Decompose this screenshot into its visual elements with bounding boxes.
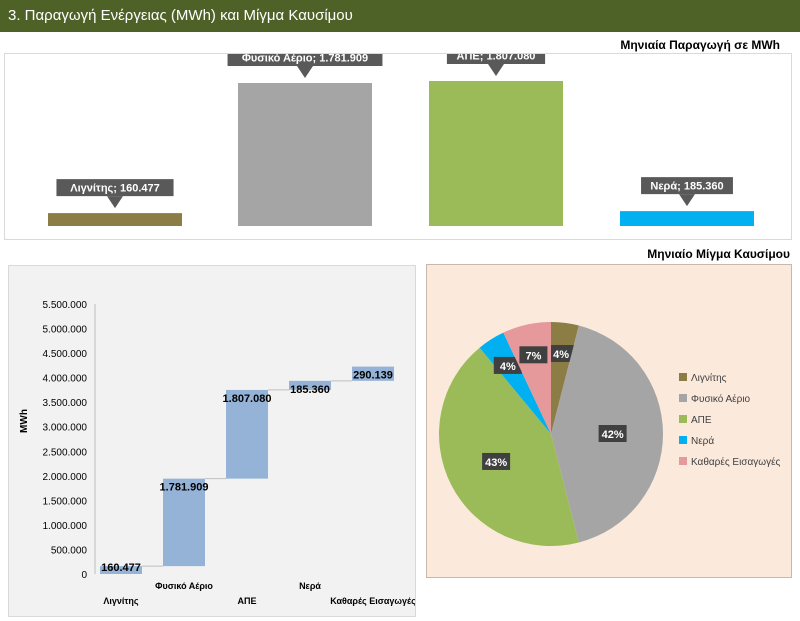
legend-item-5: Καθαρές Εισαγωγές	[679, 456, 781, 468]
x-tick-label: ΑΠΕ	[237, 596, 256, 606]
legend-label: ΑΠΕ	[691, 415, 712, 426]
data-label-box	[56, 179, 174, 197]
pie-label-text: 43%	[485, 457, 507, 469]
legend-swatch	[679, 457, 687, 465]
legend-swatch	[679, 436, 687, 444]
pie-label-box	[493, 356, 522, 374]
legend-label: Φυσικό Αέριο	[691, 393, 751, 405]
production-bar-chart: Λιγνίτης; 160.477 Φυσικό Αέριο; 1.781.909…	[48, 47, 754, 227]
y-tick-label: 0	[81, 570, 87, 581]
legend-label: Καθαρές Εισαγωγές	[691, 456, 781, 468]
page-title: 3. Παραγωγή Ενέργειας (MWh) και Μίγμα Κα…	[8, 7, 353, 24]
y-tick-label: 5.000.000	[43, 325, 88, 336]
bar-2	[238, 83, 372, 227]
data-label-box	[227, 49, 383, 67]
waterfall-bar-5	[352, 366, 394, 381]
waterfall-bar-4	[289, 380, 331, 390]
data-label-pointer	[488, 64, 504, 76]
y-tick-label: 2.000.000	[43, 472, 88, 483]
y-axis-title: MWh	[19, 409, 30, 433]
y-tick-label: 3.000.000	[43, 423, 88, 434]
production-chart-panel: Λιγνίτης; 160.477 Φυσικό Αέριο; 1.781.909…	[4, 47, 792, 240]
pie-slice-3	[438, 347, 579, 546]
x-tick-label: Καθαρές Εισαγωγές	[330, 596, 415, 606]
legend-item-4: Νερά	[679, 435, 714, 447]
data-label-2: 1.781.909	[160, 482, 209, 494]
data-label-text: ΑΠΕ; 1.807.080	[457, 54, 536, 63]
bar-3	[429, 81, 563, 226]
y-tick-label: 500.000	[51, 545, 88, 556]
data-label-1: Λιγνίτης; 160.477	[56, 179, 174, 209]
x-tick-label: Φυσικό Αέριο	[155, 581, 213, 591]
fuel-mix-pie-chart: 4% 42% 43% 4% 7% Λιγνίτης Φυσικό Αέριο ΑΠΕ Νερά Κ…	[438, 322, 781, 546]
bar-1	[48, 213, 182, 226]
data-label-5: 290.139	[353, 370, 393, 382]
data-label-4: Νερά; 185.360	[641, 177, 733, 207]
pie-label-text: 7%	[525, 350, 541, 362]
legend-swatch	[679, 415, 687, 423]
data-label-text: Νερά; 185.360	[650, 181, 723, 193]
pie-label-box	[547, 344, 576, 362]
x-tick-label: Νερά	[299, 581, 321, 591]
pie-label-2: 42%	[598, 425, 627, 442]
fuel-mix-title: Μηνιαίο Μίγμα Καυσίμου	[647, 247, 790, 261]
x-tick-label: Λιγνίτης	[103, 596, 139, 606]
pie-label-3: 43%	[482, 452, 511, 470]
data-label-pointer	[679, 194, 695, 207]
waterfall-bar-1	[100, 566, 142, 574]
waterfall-bar-2	[163, 478, 205, 567]
legend-swatch	[679, 394, 687, 402]
pie-label-text: 42%	[602, 429, 624, 441]
pie-label-box	[598, 425, 627, 442]
data-label-1: 160.477	[101, 562, 141, 574]
pie-label-box	[519, 346, 548, 364]
pie-label-text: 4%	[553, 349, 569, 361]
waterfall-bar-3	[226, 389, 268, 479]
data-label-pointer	[297, 66, 313, 79]
legend-label: Νερά	[691, 435, 714, 447]
data-label-2: Φυσικό Αέριο; 1.781.909	[227, 49, 383, 79]
pie-label-text: 4%	[500, 361, 516, 373]
page-header: 3. Παραγωγή Ενέργειας (MWh) και Μίγμα Κα…	[0, 0, 800, 32]
data-label-3: ΑΠΕ; 1.807.080	[446, 47, 546, 76]
legend-swatch	[679, 373, 687, 381]
legend-item-2: Φυσικό Αέριο	[679, 393, 751, 405]
y-tick-label: 4.500.000	[43, 349, 88, 360]
data-label-text: Φυσικό Αέριο; 1.781.909	[242, 54, 368, 65]
waterfall-chart-panel: 0 500.000 1.000.000 1.500.000 2.000.000 2.500…	[8, 265, 416, 617]
data-label-4: 185.360	[290, 384, 330, 396]
legend-label: Λιγνίτης	[691, 372, 727, 384]
monthly-production-title: Μηνιαία Παραγωγή σε MWh	[620, 38, 780, 52]
y-tick-label: 5.500.000	[43, 300, 88, 311]
waterfall-chart: 0 500.000 1.000.000 1.500.000 2.000.000 2.500…	[19, 300, 416, 606]
pie-label-4: 4%	[493, 356, 522, 374]
bar-4	[620, 211, 754, 226]
legend-item-3: ΑΠΕ	[679, 415, 712, 426]
data-label-box	[641, 177, 733, 195]
pie-label-1: 4%	[547, 344, 576, 362]
legend-item-1: Λιγνίτης	[679, 372, 727, 384]
pie-chart-panel: 4% 42% 43% 4% 7% Λιγνίτης Φυσικό Αέριο ΑΠΕ Νερά Κ…	[426, 264, 792, 578]
y-tick-label: 2.500.000	[43, 447, 88, 458]
pie-label-box	[482, 452, 511, 470]
y-tick-label: 1.000.000	[43, 521, 88, 532]
data-label-3: 1.807.080	[223, 393, 272, 405]
y-tick-label: 3.500.000	[43, 398, 88, 409]
data-label-text: Λιγνίτης; 160.477	[70, 183, 160, 195]
pie-label-5: 7%	[519, 346, 548, 364]
data-label-pointer	[107, 196, 123, 209]
y-tick-label: 4.000.000	[43, 374, 88, 385]
y-tick-label: 1.500.000	[43, 496, 88, 507]
